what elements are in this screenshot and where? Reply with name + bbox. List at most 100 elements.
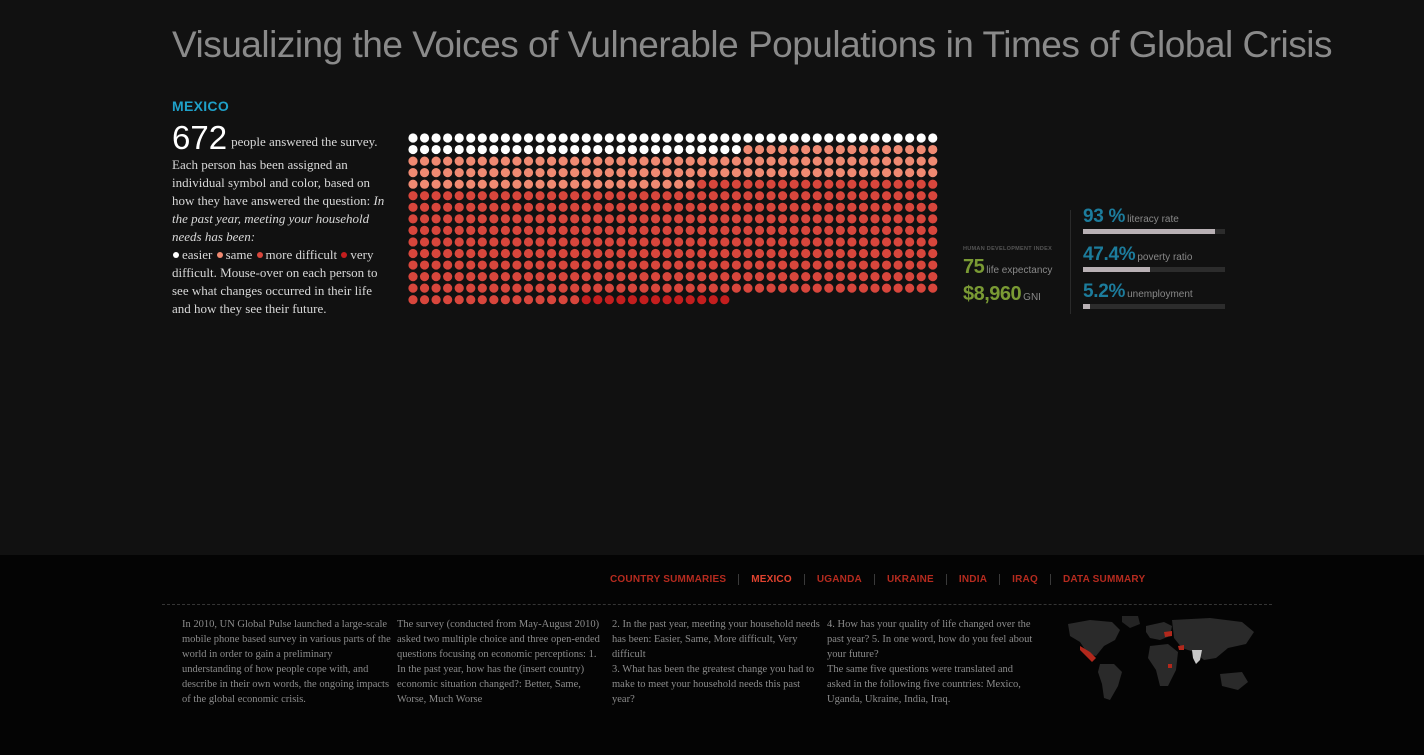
respondent-dot-same[interactable] [824, 156, 834, 166]
respondent-dot-easier[interactable] [570, 133, 580, 143]
respondent-dot-more-difficult[interactable] [500, 248, 510, 259]
respondent-dot-more-difficult[interactable] [674, 214, 684, 224]
respondent-dot-more-difficult[interactable] [581, 214, 591, 224]
respondent-dot-easier[interactable] [500, 133, 510, 143]
respondent-dot-same[interactable] [604, 156, 614, 166]
respondent-dot-easier[interactable] [720, 133, 730, 143]
respondent-dot-same[interactable] [443, 168, 453, 178]
respondent-dot-very-difficult[interactable] [685, 295, 695, 305]
respondent-dot-more-difficult[interactable] [812, 283, 822, 293]
respondent-dot-more-difficult[interactable] [523, 283, 534, 293]
respondent-dot-more-difficult[interactable] [604, 202, 614, 212]
respondent-dot-more-difficult[interactable] [443, 272, 453, 282]
respondent-dot-easier[interactable] [847, 133, 857, 143]
respondent-dot-very-difficult[interactable] [593, 295, 603, 305]
respondent-dot-more-difficult[interactable] [662, 202, 672, 212]
respondent-dot-same[interactable] [535, 156, 545, 166]
respondent-dot-easier[interactable] [824, 133, 834, 143]
respondent-dot-easier[interactable] [604, 133, 614, 143]
respondent-dot-more-difficult[interactable] [454, 248, 464, 259]
respondent-dot-easier[interactable] [801, 133, 811, 143]
respondent-dot-more-difficult[interactable] [754, 260, 765, 270]
respondent-dot-more-difficult[interactable] [870, 260, 880, 270]
respondent-dot-very-difficult[interactable] [581, 295, 591, 305]
respondent-dot-more-difficult[interactable] [419, 272, 430, 282]
respondent-dot-easier[interactable] [558, 144, 568, 155]
respondent-dot-more-difficult[interactable] [801, 225, 811, 235]
respondent-dot-more-difficult[interactable] [535, 191, 545, 201]
respondent-dot-same[interactable] [570, 179, 580, 189]
respondent-dot-more-difficult[interactable] [916, 248, 926, 259]
respondent-dot-more-difficult[interactable] [489, 225, 499, 235]
respondent-dot-same[interactable] [893, 156, 903, 166]
respondent-dot-same[interactable] [812, 144, 822, 155]
respondent-dot-more-difficult[interactable] [581, 191, 591, 201]
respondent-dot-more-difficult[interactable] [593, 202, 603, 212]
respondent-dot-same[interactable] [662, 156, 672, 166]
respondent-dot-more-difficult[interactable] [558, 248, 568, 259]
respondent-dot-more-difficult[interactable] [419, 248, 430, 259]
respondent-dot-more-difficult[interactable] [627, 248, 638, 259]
respondent-dot-same[interactable] [685, 156, 695, 166]
respondent-dot-same[interactable] [431, 168, 441, 178]
respondent-dot-more-difficult[interactable] [512, 260, 522, 270]
respondent-dot-easier[interactable] [431, 133, 441, 143]
nav-data-summary[interactable]: DATA SUMMARY [1049, 574, 1157, 585]
respondent-dot-more-difficult[interactable] [893, 179, 903, 189]
respondent-dot-same[interactable] [905, 156, 915, 166]
respondent-dot-more-difficult[interactable] [419, 260, 430, 270]
respondent-dot-more-difficult[interactable] [431, 225, 441, 235]
respondent-dot-more-difficult[interactable] [905, 260, 915, 270]
respondent-dot-more-difficult[interactable] [928, 248, 938, 259]
respondent-dot-more-difficult[interactable] [593, 272, 603, 282]
respondent-dot-more-difficult[interactable] [466, 202, 476, 212]
respondent-dot-easier[interactable] [616, 133, 626, 143]
respondent-dot-more-difficult[interactable] [477, 202, 487, 212]
respondent-dot-more-difficult[interactable] [858, 202, 869, 212]
respondent-dot-more-difficult[interactable] [801, 214, 811, 224]
respondent-dot-more-difficult[interactable] [881, 283, 892, 293]
respondent-dot-same[interactable] [477, 179, 487, 189]
respondent-dot-more-difficult[interactable] [870, 191, 880, 201]
respondent-dot-more-difficult[interactable] [708, 179, 718, 189]
respondent-dot-more-difficult[interactable] [431, 283, 441, 293]
respondent-dot-more-difficult[interactable] [847, 191, 857, 201]
respondent-dot-very-difficult[interactable] [674, 295, 684, 305]
respondent-dot-same[interactable] [870, 168, 880, 178]
respondent-dot-easier[interactable] [477, 144, 487, 155]
respondent-dot-more-difficult[interactable] [443, 225, 453, 235]
respondent-dot-more-difficult[interactable] [535, 272, 545, 282]
respondent-dot-same[interactable] [489, 179, 499, 189]
respondent-dot-same[interactable] [512, 168, 522, 178]
respondent-dot-easier[interactable] [535, 133, 545, 143]
respondent-dot-easier[interactable] [408, 133, 418, 143]
respondent-dot-same[interactable] [835, 144, 845, 155]
respondent-dot-more-difficult[interactable] [477, 237, 487, 247]
respondent-dot-same[interactable] [558, 156, 568, 166]
respondent-dot-more-difficult[interactable] [408, 272, 418, 282]
respondent-dot-more-difficult[interactable] [766, 260, 776, 270]
respondent-dot-more-difficult[interactable] [627, 272, 638, 282]
respondent-dot-more-difficult[interactable] [650, 237, 661, 247]
respondent-dot-more-difficult[interactable] [754, 283, 765, 293]
respondent-dot-more-difficult[interactable] [443, 191, 453, 201]
respondent-dot-more-difficult[interactable] [858, 225, 869, 235]
respondent-dot-more-difficult[interactable] [604, 272, 614, 282]
respondent-dot-more-difficult[interactable] [870, 237, 880, 247]
respondent-dot-very-difficult[interactable] [708, 295, 718, 305]
respondent-dot-easier[interactable] [685, 133, 695, 143]
respondent-dot-more-difficult[interactable] [489, 260, 499, 270]
respondent-dot-more-difficult[interactable] [870, 202, 880, 212]
respondent-dot-easier[interactable] [627, 144, 638, 155]
respondent-dot-more-difficult[interactable] [512, 237, 522, 247]
respondent-dot-same[interactable] [593, 168, 603, 178]
respondent-dot-more-difficult[interactable] [512, 214, 522, 224]
respondent-dot-more-difficult[interactable] [489, 283, 499, 293]
respondent-dot-more-difficult[interactable] [547, 214, 557, 224]
respondent-dot-more-difficult[interactable] [858, 237, 869, 247]
respondent-dot-more-difficult[interactable] [697, 237, 707, 247]
respondent-dot-more-difficult[interactable] [662, 237, 672, 247]
respondent-dot-same[interactable] [870, 144, 880, 155]
respondent-dot-easier[interactable] [835, 133, 845, 143]
respondent-dot-same[interactable] [616, 168, 626, 178]
